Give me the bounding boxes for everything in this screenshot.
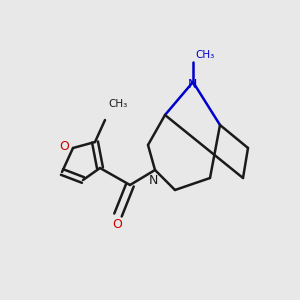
Text: CH₃: CH₃ <box>195 50 214 60</box>
Text: N: N <box>187 77 197 91</box>
Text: CH₃: CH₃ <box>108 99 128 109</box>
Text: O: O <box>59 140 69 154</box>
Text: N: N <box>148 173 158 187</box>
Text: O: O <box>112 218 122 232</box>
